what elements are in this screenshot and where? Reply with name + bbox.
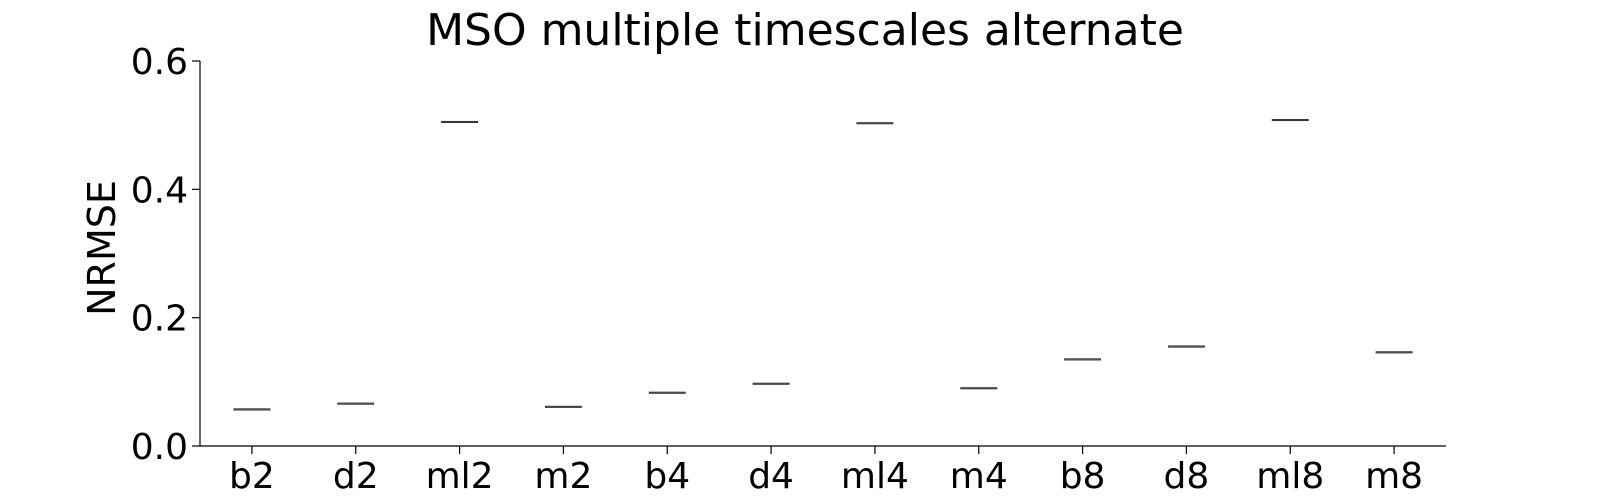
- x-tick-label: ml2: [426, 456, 494, 497]
- y-ticks: 0.0 0.2 0.4 0.6: [131, 42, 200, 468]
- x-tick-label: ml4: [841, 456, 909, 497]
- x-tick-label: m8: [1365, 456, 1423, 497]
- x-tick-label: b8: [1060, 456, 1106, 497]
- x-tick-label: m4: [950, 456, 1008, 497]
- box-plot-group: [233, 119, 1413, 411]
- x-tick-label: d8: [1164, 456, 1210, 497]
- x-tick-label: d2: [333, 456, 379, 497]
- y-tick-label: 0.4: [131, 170, 188, 211]
- x-tick-label: b2: [229, 456, 275, 497]
- chart-title: MSO multiple timescales alternate: [426, 5, 1184, 56]
- x-tick-label: d4: [748, 456, 794, 497]
- y-axis-label: NRMSE: [80, 180, 124, 316]
- x-tick-label: b4: [644, 456, 690, 497]
- y-tick-label: 0.0: [131, 427, 188, 468]
- y-tick-label: 0.6: [131, 42, 188, 83]
- x-tick-label: ml8: [1256, 456, 1324, 497]
- x-ticks: b2 d2 ml2 m2 b4 d4 ml4 m4 b8 d8 ml8 m8: [229, 446, 1423, 497]
- x-tick-label: m2: [534, 456, 592, 497]
- y-tick-label: 0.2: [131, 299, 188, 340]
